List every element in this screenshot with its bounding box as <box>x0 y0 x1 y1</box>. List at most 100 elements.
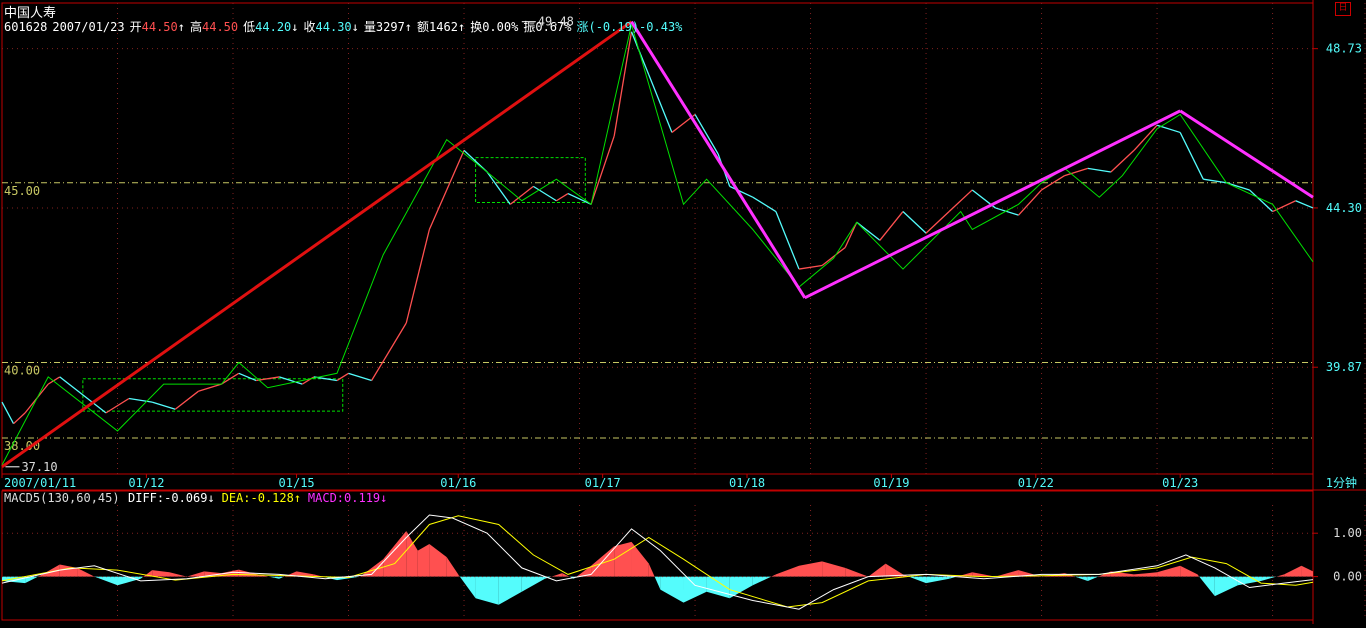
price-line-segment <box>1203 178 1227 184</box>
price-line-segment <box>844 222 858 248</box>
amplitude-quote: 振0.67% <box>523 20 571 34</box>
macd-histogram-area <box>117 576 141 586</box>
trend-line <box>804 109 1181 300</box>
main-panel-frame <box>1 2 1314 475</box>
price-line-segment <box>509 185 534 205</box>
price-line-segment <box>405 229 431 324</box>
minimize-button[interactable]: 日 <box>1335 2 1351 16</box>
price-line-segment <box>1179 132 1204 180</box>
macd-histogram-area <box>1301 565 1313 577</box>
volume-label: 量 <box>363 20 376 34</box>
price-line-segment <box>752 196 777 213</box>
price-line-segment <box>948 189 973 213</box>
time-tick-label: 01/23 <box>1162 476 1198 490</box>
price-line-segment <box>13 412 26 425</box>
price-line-segment <box>775 211 800 270</box>
left-level-label: 38.00 <box>4 439 40 453</box>
macd-histogram-area <box>475 576 499 605</box>
price-line-segment <box>446 150 465 191</box>
amount-arrow: ↑ <box>457 20 466 34</box>
price-line-segment <box>1133 124 1158 151</box>
time-tick-label: 01/17 <box>585 476 621 490</box>
price-line-segment <box>256 376 280 382</box>
price-line-segment <box>174 390 199 410</box>
macd-tick-label: 1.00 <box>1333 526 1362 540</box>
macd-histogram-area <box>446 557 459 577</box>
macd-histogram-area <box>775 565 799 577</box>
price-line-segment <box>59 376 84 396</box>
macd-histogram-area <box>458 574 460 577</box>
price-line-segment <box>1295 200 1314 209</box>
open-arrow: ↑ <box>177 20 185 34</box>
macd-histogram-area <box>908 576 927 584</box>
price-line-segment <box>221 372 240 385</box>
quote-bar: 601628 2007/01/23 开44.50↑ 高44.50 低44.20↓ 收44.… <box>4 18 687 35</box>
price-tick-label: 44.30 <box>1326 201 1362 215</box>
amount-value: 1462 <box>429 20 458 34</box>
turnover-label: 换 <box>470 20 483 34</box>
price-line-segment <box>821 246 846 266</box>
macd-histogram-area <box>429 544 447 577</box>
macd-histogram-area <box>1199 576 1215 597</box>
macd-histogram-area <box>140 576 144 579</box>
macd-histogram-area <box>1074 576 1088 581</box>
price-line-segment <box>532 185 557 202</box>
macd-histogram-area <box>77 567 95 577</box>
macd-histogram-area <box>94 576 118 586</box>
macd-histogram-area <box>169 572 187 577</box>
macd-histogram-area <box>1180 565 1198 577</box>
price-line-segment <box>729 185 754 198</box>
period-label: 1分钟 <box>1326 475 1357 490</box>
price-line-segment <box>1017 189 1043 216</box>
turnover-quote: 换0.00% <box>470 20 518 34</box>
macd-histogram-area <box>1133 572 1158 577</box>
price-line-segment <box>856 221 881 241</box>
macd-histogram-area <box>845 567 869 577</box>
macd-histogram-area <box>885 563 903 577</box>
price-line-segment <box>798 264 823 270</box>
macd-histogram-area <box>406 531 418 577</box>
extreme-price-label: 37.10 <box>21 460 57 474</box>
open-label: 开 <box>129 20 142 34</box>
low-value: 44.20 <box>255 20 292 34</box>
macd-histogram-area <box>562 573 570 577</box>
macd-histogram-area <box>752 576 772 586</box>
low-quote: 低44.20↓ <box>243 20 298 34</box>
macd-histogram-area <box>186 571 205 577</box>
price-line-segment <box>590 135 615 205</box>
close-value: 44.30 <box>315 20 352 34</box>
macd-histogram-area <box>1237 576 1262 586</box>
macd-histogram-area <box>868 563 886 577</box>
volume-quote: 量3297↑ <box>364 20 412 34</box>
time-tick-label: 2007/01/11 <box>4 476 76 490</box>
price-line-segment <box>902 211 927 234</box>
macd-histogram-area <box>1214 576 1238 597</box>
consolidation-box <box>475 157 586 204</box>
time-tick-label: 01/16 <box>440 476 476 490</box>
macd-histogram-area <box>631 541 649 577</box>
macd-histogram-area <box>654 576 661 590</box>
trend-line <box>1 20 633 469</box>
price-line-segment <box>694 114 719 155</box>
amplitude-label: 振 <box>523 20 536 34</box>
close-label: 收 <box>303 20 316 34</box>
macd-legend-entry: DEA:-0.128↑ <box>222 491 301 505</box>
trend-line <box>1179 109 1314 199</box>
price-line-segment <box>1226 182 1250 191</box>
macd-histogram-area <box>683 576 707 603</box>
time-tick-label: 01/15 <box>279 476 315 490</box>
change-quote: 涨(-0.19)-0.43% <box>576 20 682 34</box>
macd-histogram-area <box>1087 576 1099 581</box>
price-line-segment <box>371 322 407 381</box>
price-line-segment <box>1064 167 1088 177</box>
price-line-segment <box>925 211 950 234</box>
macd-histogram-area <box>614 541 632 577</box>
macd-histogram-area <box>995 570 1019 577</box>
macd-histogram-area <box>926 576 950 584</box>
price-line-segment <box>47 376 61 385</box>
amount-label: 额 <box>417 20 430 34</box>
volume-arrow: ↑ <box>404 20 413 34</box>
macd-histogram-area <box>152 570 170 577</box>
